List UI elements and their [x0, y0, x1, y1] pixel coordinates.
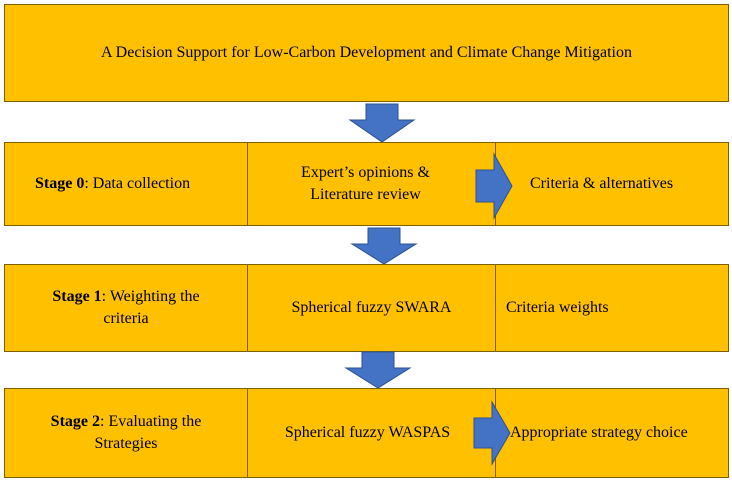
stage-1-label-rest-1: : Weighting the: [101, 288, 200, 305]
stage-1-label-bold: Stage 1: [52, 288, 102, 305]
down-arrow-1: [348, 103, 416, 143]
stage-1-label: Stage 1: Weighting the criteria: [5, 265, 247, 351]
right-arrow-stage-0: [475, 152, 513, 220]
stage-0-row: Stage 0: Data collection Expert’s opinio…: [4, 142, 729, 226]
stage-0-label-rest: : Data collection: [84, 175, 191, 192]
stage-1-method: Spherical fuzzy SWARA: [247, 265, 495, 351]
stage-1-label-rest-2: criteria: [103, 310, 149, 327]
stage-0-output-text: Criteria & alternatives: [530, 175, 674, 192]
stage-1-output-text: Criteria weights: [506, 299, 609, 316]
down-arrow-2: [350, 227, 418, 265]
stage-1-output: Criteria weights: [495, 265, 728, 351]
stage-0-method-line1: Expert’s opinions &: [301, 164, 430, 181]
diagram-title: A Decision Support for Low-Carbon Develo…: [100, 44, 632, 61]
stage-1-row: Stage 1: Weighting the criteria Spherical…: [4, 264, 729, 352]
stage-2-output-text: Appropriate strategy choice: [510, 424, 688, 441]
stage-2-method-text: Spherical fuzzy WASPAS: [284, 424, 451, 441]
stage-2-label-rest-1: : Evaluating the: [100, 413, 202, 430]
stage-2-label: Stage 2: Evaluating the Strategies: [5, 389, 247, 477]
stage-0-label-bold: Stage 0: [35, 175, 85, 192]
stage-2-row: Stage 2: Evaluating the Strategies Spheri…: [4, 388, 729, 478]
right-arrow-stage-2: [473, 400, 511, 466]
stage-0-method: Expert’s opinions & Literature review: [247, 143, 495, 225]
stage-0-method-line2: Literature review: [310, 186, 421, 203]
stage-1-method-text: Spherical fuzzy SWARA: [291, 299, 452, 316]
down-arrow-3: [344, 351, 412, 389]
stage-2-label-rest-2: Strategies: [94, 435, 158, 452]
stage-0-label: Stage 0: Data collection: [5, 143, 247, 225]
stage-2-method: Spherical fuzzy WASPAS: [247, 389, 495, 477]
stage-2-output: Appropriate strategy choice: [495, 389, 728, 477]
stage-2-label-bold: Stage 2: [50, 413, 100, 430]
stage-0-output: Criteria & alternatives: [495, 143, 728, 225]
title-box: A Decision Support for Low-Carbon Develo…: [4, 4, 729, 102]
